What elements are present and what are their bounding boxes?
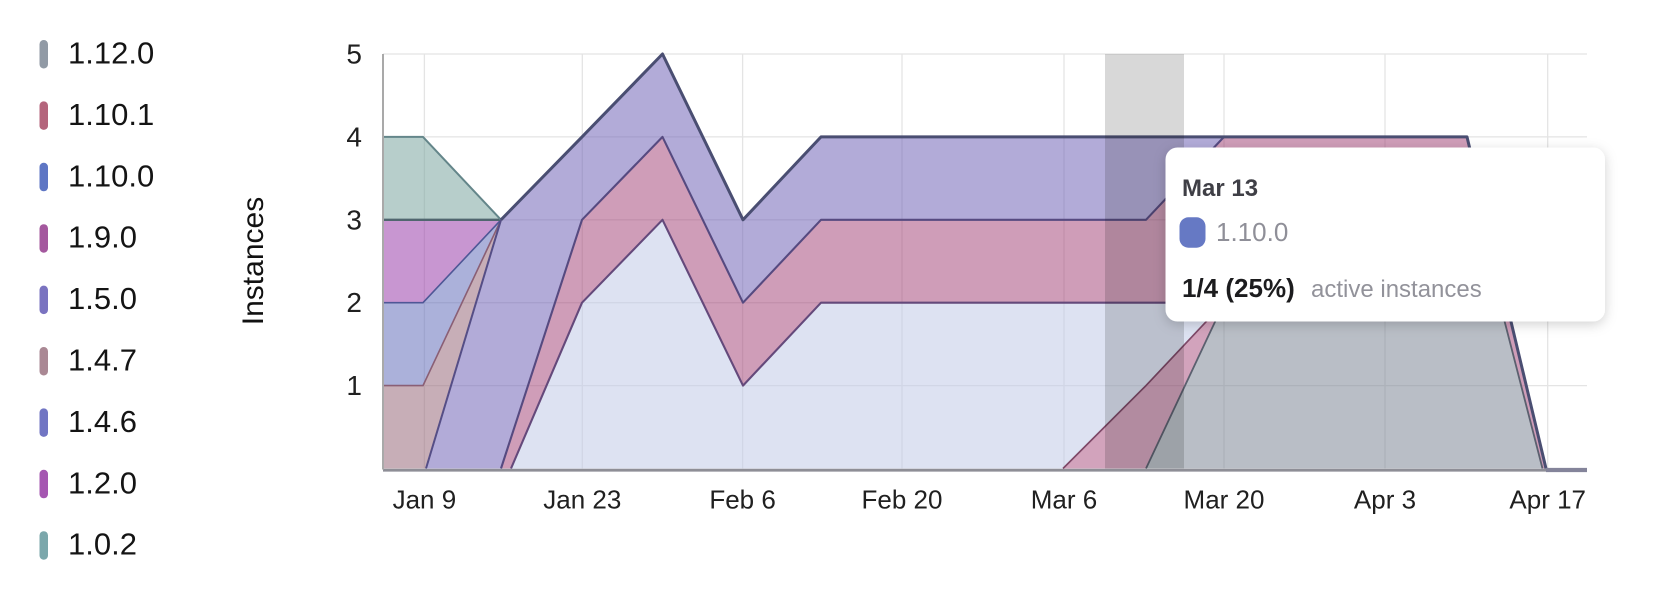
svg-text:1/4 (25%): 1/4 (25%) [1182,273,1295,303]
svg-text:1: 1 [346,370,362,401]
svg-text:1.0.2: 1.0.2 [68,527,137,562]
svg-text:1.9.0: 1.9.0 [68,220,137,255]
svg-text:5: 5 [346,39,362,70]
svg-text:Feb 6: Feb 6 [709,485,776,515]
svg-text:Feb 20: Feb 20 [862,485,943,515]
svg-text:3: 3 [346,204,362,235]
svg-text:2: 2 [346,287,362,318]
svg-text:Apr 17: Apr 17 [1509,485,1586,515]
svg-text:Jan 9: Jan 9 [393,485,457,515]
svg-text:1.4.6: 1.4.6 [68,404,137,439]
svg-text:active instances: active instances [1311,276,1482,303]
svg-text:1.10.0: 1.10.0 [68,158,154,193]
svg-text:Mar 6: Mar 6 [1031,485,1097,515]
svg-text:1.5.0: 1.5.0 [68,281,137,316]
svg-text:Instances: Instances [237,197,270,325]
svg-text:Apr 3: Apr 3 [1354,485,1416,515]
svg-text:1.4.7: 1.4.7 [68,343,137,378]
svg-text:Mar 13: Mar 13 [1182,175,1258,202]
svg-text:Mar 20: Mar 20 [1184,485,1265,515]
svg-text:Jan 23: Jan 23 [543,485,621,515]
svg-text:1.2.0: 1.2.0 [68,465,137,500]
svg-text:4: 4 [346,121,362,152]
svg-text:1.10.1: 1.10.1 [68,97,154,132]
svg-text:1.12.0: 1.12.0 [68,36,154,71]
svg-text:1.10.0: 1.10.0 [1216,217,1288,247]
